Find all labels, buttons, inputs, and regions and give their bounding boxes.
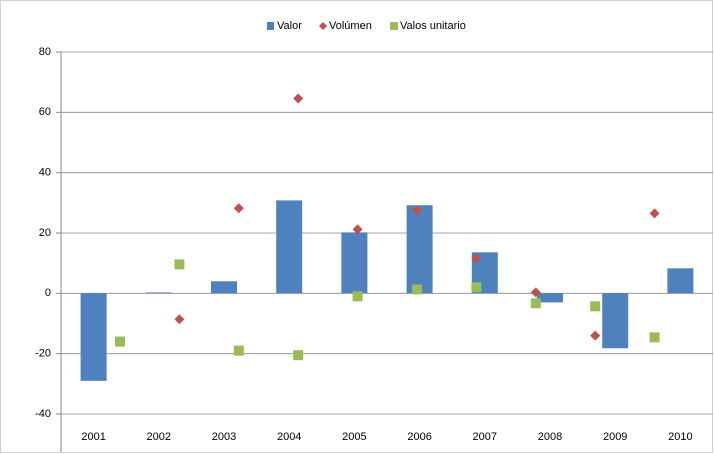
y-tick-label: 40 bbox=[39, 167, 51, 179]
square-marker bbox=[174, 259, 185, 270]
y-tick-label: 60 bbox=[39, 106, 51, 118]
x-tick-label: 2001 bbox=[81, 431, 105, 443]
diamond-marker bbox=[412, 205, 422, 216]
legend-label: Valos unitario bbox=[400, 20, 466, 32]
square-marker bbox=[590, 301, 601, 312]
x-tick-label: 2006 bbox=[407, 431, 431, 443]
diamond-marker bbox=[649, 208, 660, 219]
x-tick-label: 2004 bbox=[277, 431, 301, 443]
diamond-marker bbox=[233, 203, 244, 214]
square-marker bbox=[412, 284, 422, 295]
square-marker bbox=[233, 345, 244, 356]
y-tick-label: 20 bbox=[39, 227, 51, 239]
legend-swatch bbox=[390, 22, 398, 30]
y-tick-label: -20 bbox=[35, 348, 51, 360]
diamond-marker bbox=[293, 93, 304, 104]
diamond-marker bbox=[352, 224, 363, 235]
y-tick-label: 80 bbox=[39, 46, 51, 58]
bar bbox=[667, 268, 694, 294]
square-marker bbox=[471, 282, 482, 293]
x-tick-label: 2009 bbox=[603, 431, 627, 443]
legend-swatch bbox=[267, 22, 274, 30]
y-tick-label: -40 bbox=[35, 408, 51, 420]
square-marker bbox=[293, 350, 304, 361]
x-tick-label: 2002 bbox=[147, 431, 171, 443]
legend-label: Volúmen bbox=[329, 20, 372, 32]
x-tick-label: 2005 bbox=[342, 431, 366, 443]
diamond-marker bbox=[471, 253, 482, 264]
square-marker bbox=[649, 332, 660, 343]
y-tick-label: 0 bbox=[45, 287, 51, 299]
diamond-marker bbox=[174, 314, 185, 325]
x-tick-label: 2010 bbox=[668, 431, 692, 443]
bar bbox=[211, 281, 237, 294]
bar bbox=[341, 232, 368, 294]
legend-swatch bbox=[319, 22, 327, 30]
square-marker bbox=[115, 336, 125, 347]
x-tick-label: 2003 bbox=[212, 431, 236, 443]
diamond-marker bbox=[590, 330, 601, 341]
legend-label: Valor bbox=[277, 20, 302, 32]
x-tick-label: 2008 bbox=[538, 431, 562, 443]
bar bbox=[602, 293, 629, 349]
bar bbox=[276, 200, 303, 294]
bar bbox=[537, 293, 563, 303]
bar bbox=[80, 293, 107, 381]
bar bbox=[145, 292, 172, 294]
square-marker bbox=[352, 291, 363, 302]
diamond-marker bbox=[530, 287, 541, 298]
x-tick-label: 2007 bbox=[473, 431, 497, 443]
square-marker bbox=[530, 298, 541, 309]
bar bbox=[406, 205, 433, 294]
